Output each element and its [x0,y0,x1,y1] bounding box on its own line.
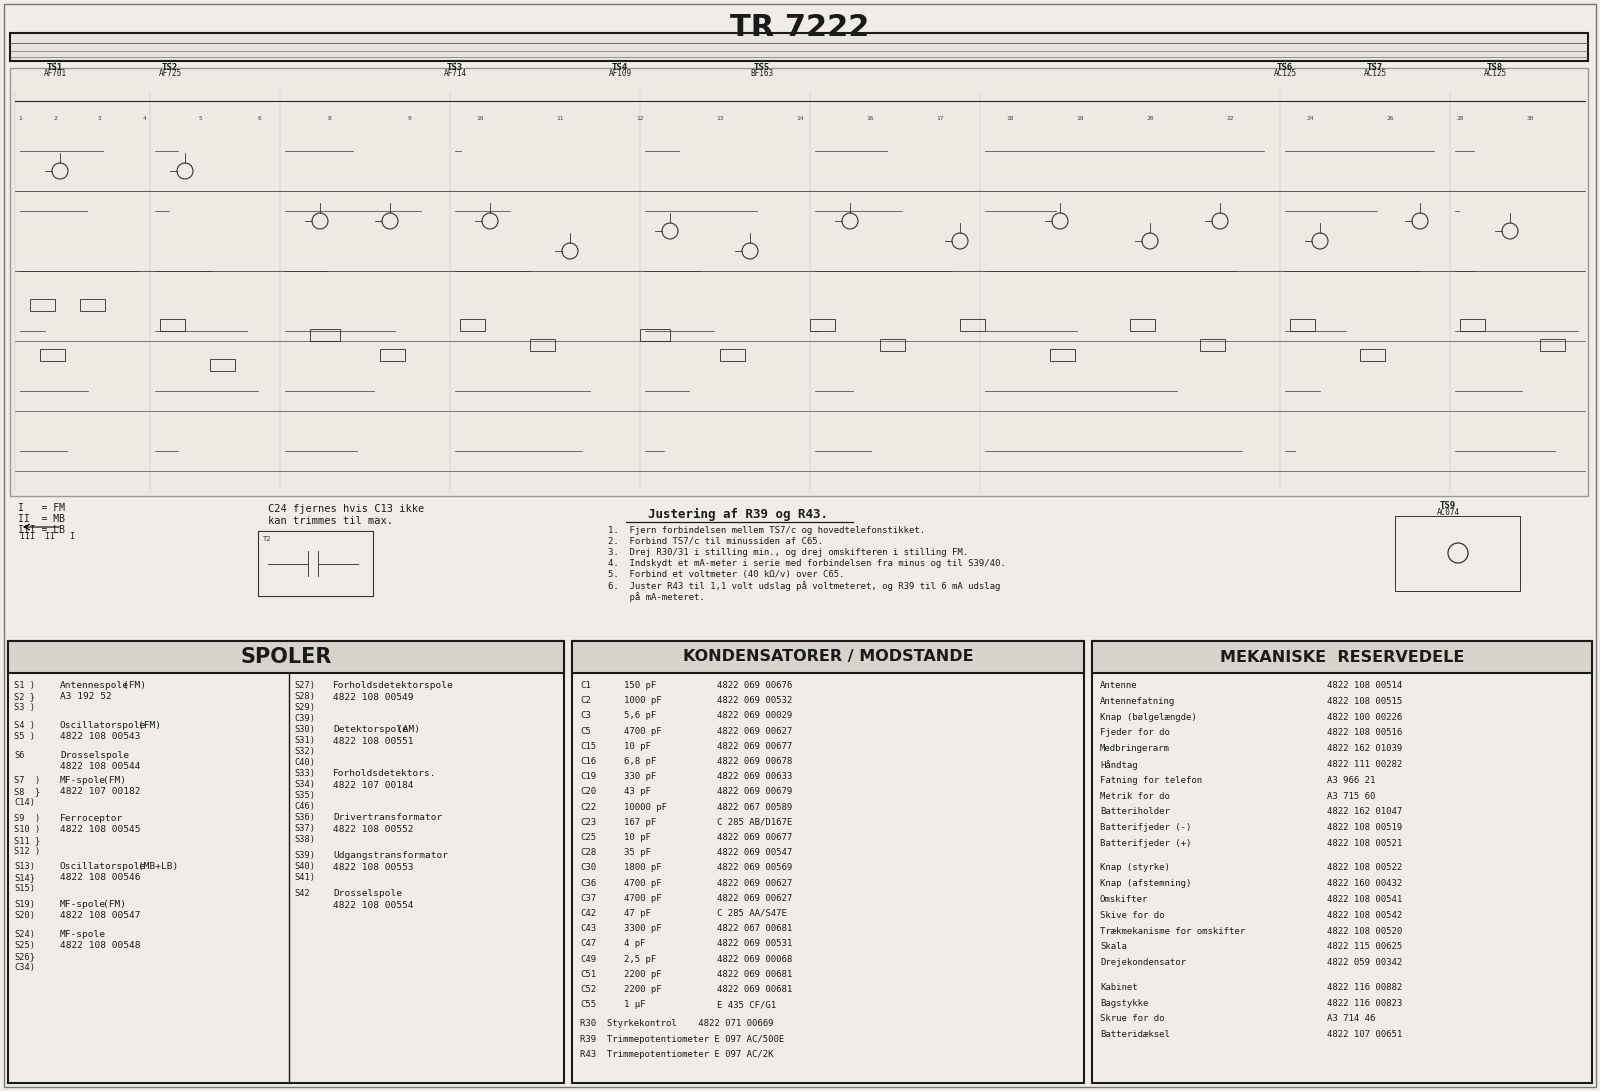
Text: Ferroceptor: Ferroceptor [61,814,123,823]
Text: 150 pF: 150 pF [624,681,656,690]
Text: C20: C20 [579,788,597,796]
Text: Batteridæksel: Batteridæksel [1101,1030,1170,1040]
Text: 4822 111 00282: 4822 111 00282 [1326,760,1402,769]
Bar [1360,349,1386,361]
Text: TS2: TS2 [162,63,178,72]
Text: C 285 AA/S47E: C 285 AA/S47E [717,909,787,918]
Text: 20: 20 [1146,116,1154,121]
Text: 2200 pF: 2200 pF [624,970,662,979]
Text: Omskifter: Omskifter [1101,895,1149,904]
Text: 4822 069 00681: 4822 069 00681 [717,985,792,994]
Text: TS7: TS7 [1366,63,1382,72]
Text: TS3: TS3 [446,63,462,72]
Bar [381,349,405,361]
Text: Drivertransformator: Drivertransformator [333,813,442,822]
Text: 4700 pF: 4700 pF [624,727,662,735]
Text: 5.  Forbind et voltmeter (40 kΩ/v) over C65.: 5. Forbind et voltmeter (40 kΩ/v) over C… [608,570,845,579]
Text: Bagstykke: Bagstykke [1101,998,1149,1008]
Bar [8,642,563,1083]
Text: C3: C3 [579,711,590,720]
Text: KONDENSATORER / MODSTANDE: KONDENSATORER / MODSTANDE [683,649,973,664]
Text: C 285 AB/D167E: C 285 AB/D167E [717,818,792,827]
Text: S9  )
S10 )
S11 }
S12 ): S9 ) S10 ) S11 } S12 ) [14,814,40,856]
Text: AC125: AC125 [1274,69,1296,77]
Text: 4822 108 00549: 4822 108 00549 [333,693,413,702]
Text: S36)
S37)
S38): S36) S37) S38) [294,813,315,844]
Text: S27)
S28)
S29)
C39): S27) S28) S29) C39) [294,681,315,723]
Text: 10: 10 [477,116,483,121]
Text: Drosselspole: Drosselspole [333,889,402,898]
Text: C51: C51 [579,970,597,979]
Text: 4822 108 00542: 4822 108 00542 [1326,911,1402,920]
Text: C30: C30 [579,863,597,873]
Text: 4822 107 00651: 4822 107 00651 [1326,1030,1402,1040]
Text: (FM): (FM) [102,776,126,786]
Text: 4822 108 00553: 4822 108 00553 [333,863,413,872]
Text: S13)
S14}
S15): S13) S14} S15) [14,862,35,894]
Bar [160,319,186,331]
Text: S24)
S25)
S26}
C34): S24) S25) S26} C34) [14,930,35,972]
Text: 1800 pF: 1800 pF [624,863,662,873]
Text: 4822 100 00226: 4822 100 00226 [1326,712,1402,721]
Text: 4822 069 00681: 4822 069 00681 [717,970,792,979]
Text: TS4: TS4 [611,63,629,72]
Text: 22: 22 [1226,116,1234,121]
Text: R43  Trimmepotentiometer E 097 AC/2K: R43 Trimmepotentiometer E 097 AC/2K [579,1050,773,1058]
Bar [1130,319,1155,331]
Text: Metrik for do: Metrik for do [1101,792,1170,801]
Text: A3 714 46: A3 714 46 [1326,1015,1376,1023]
Text: Knap (bølgelængde): Knap (bølgelængde) [1101,712,1197,721]
Text: 4822 108 00543: 4822 108 00543 [61,732,141,741]
Text: Justering af R39 og R43.: Justering af R39 og R43. [648,508,829,521]
Text: (FM): (FM) [102,900,126,909]
Text: 17: 17 [936,116,944,121]
Text: TS9: TS9 [1440,501,1456,509]
Text: 3.  Drej R30/31 i stilling min., og drej omskifteren i stilling FM.: 3. Drej R30/31 i stilling min., og drej … [608,548,968,558]
Text: 30: 30 [1526,116,1534,121]
Text: R39  Trimmepotentiometer E 097 AC/500E: R39 Trimmepotentiometer E 097 AC/500E [579,1034,784,1044]
Text: 4822 162 01047: 4822 162 01047 [1326,807,1402,816]
Bar [640,329,670,341]
Bar [530,339,555,351]
Text: C43: C43 [579,924,597,933]
Text: Antennefatning: Antennefatning [1101,697,1176,706]
Text: 4822 108 00516: 4822 108 00516 [1326,729,1402,738]
Text: 4822 059 00342: 4822 059 00342 [1326,958,1402,968]
Text: Oscillatorspole: Oscillatorspole [61,721,146,730]
Text: 4822 115 00625: 4822 115 00625 [1326,943,1402,951]
Text: AF701: AF701 [43,69,67,77]
Text: Udgangstransformator: Udgangstransformator [333,851,448,860]
Text: Skive for do: Skive for do [1101,911,1165,920]
Text: III = LB: III = LB [18,525,66,535]
Text: Håndtag: Håndtag [1101,760,1138,770]
Text: 6: 6 [258,116,262,121]
Text: AF725: AF725 [158,69,181,77]
Bar [310,329,339,341]
Text: 4822 108 00514: 4822 108 00514 [1326,681,1402,690]
Text: 4822 069 00679: 4822 069 00679 [717,788,792,796]
Text: C28: C28 [579,848,597,858]
Text: 4822 069 00676: 4822 069 00676 [717,681,792,690]
Text: AC125: AC125 [1483,69,1507,77]
Text: 12: 12 [637,116,643,121]
Text: E 435 CF/G1: E 435 CF/G1 [717,1000,776,1009]
Text: 4822 107 00184: 4822 107 00184 [333,781,413,790]
Text: 4700 pF: 4700 pF [624,878,662,888]
Text: C1: C1 [579,681,590,690]
Text: C52: C52 [579,985,597,994]
Text: Detektorspole: Detektorspole [333,726,408,734]
Text: 4822 069 00569: 4822 069 00569 [717,863,792,873]
Bar [40,349,66,361]
Bar [10,33,1587,61]
Text: 47 pF: 47 pF [624,909,651,918]
Text: T2: T2 [262,536,272,542]
Bar [1539,339,1565,351]
Text: 2.  Forbind TS7/c til minussiden af C65.: 2. Forbind TS7/c til minussiden af C65. [608,537,822,546]
Text: 4822 069 00627: 4822 069 00627 [717,894,792,902]
Text: Medbringerarm: Medbringerarm [1101,744,1170,753]
Text: 4822 116 00882: 4822 116 00882 [1326,983,1402,992]
Text: C19: C19 [579,772,597,781]
Text: III  II   I: III II I [19,532,75,541]
Text: C23: C23 [579,818,597,827]
Text: A3 715 60: A3 715 60 [1326,792,1376,801]
